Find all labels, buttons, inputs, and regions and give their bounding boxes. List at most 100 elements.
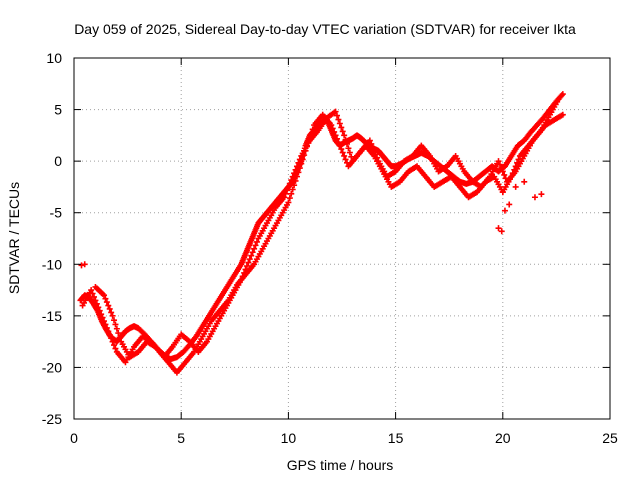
y-tick-label: 0 <box>54 153 62 169</box>
data-point <box>499 189 506 196</box>
data-point <box>333 135 340 142</box>
data-points <box>77 91 566 376</box>
x-tick-label: 15 <box>388 430 404 446</box>
data-point <box>239 273 246 280</box>
data-point <box>559 111 566 118</box>
data-point <box>531 194 538 201</box>
data-point <box>102 295 109 302</box>
data-point <box>245 259 252 266</box>
data-point <box>339 149 346 156</box>
data-point <box>332 108 339 115</box>
data-point <box>281 194 288 201</box>
data-point <box>116 334 123 341</box>
data-point <box>331 128 338 135</box>
data-point <box>514 159 521 166</box>
data-point <box>495 158 502 165</box>
data-point <box>109 312 116 319</box>
data-point <box>288 177 295 184</box>
axis-ticks <box>73 57 611 420</box>
data-point <box>249 249 256 256</box>
data-point <box>108 335 115 342</box>
data-point <box>498 165 505 172</box>
data-point <box>81 261 88 268</box>
y-tick-label: -25 <box>42 411 62 427</box>
data-point <box>499 168 506 175</box>
data-point <box>293 163 300 170</box>
data-point <box>341 152 348 159</box>
data-point <box>336 142 343 149</box>
data-point <box>336 120 343 127</box>
y-tick-label: 10 <box>46 50 62 66</box>
data-point <box>252 242 259 249</box>
data-point <box>251 245 258 252</box>
series-track-b <box>79 111 566 376</box>
data-point <box>246 256 253 263</box>
data-point <box>369 144 376 151</box>
data-point <box>96 307 103 314</box>
data-point <box>342 156 349 163</box>
data-point <box>366 137 373 144</box>
data-point <box>344 140 351 147</box>
data-point <box>248 252 255 259</box>
data-point <box>98 311 105 318</box>
data-point <box>342 136 349 143</box>
data-point <box>495 225 502 232</box>
data-point <box>93 300 100 307</box>
data-point <box>95 304 102 311</box>
data-point <box>253 238 260 245</box>
data-point <box>91 293 98 300</box>
data-point <box>106 305 113 312</box>
data-point <box>296 156 303 163</box>
x-tick-label: 20 <box>495 430 511 446</box>
tick-labels: 0 5 10 15 20 25 -25 -20 -15 -10 -5 0 5 10 <box>42 50 618 446</box>
data-point <box>99 314 106 321</box>
data-point <box>338 124 345 131</box>
data-point <box>559 91 566 98</box>
data-point <box>521 178 528 185</box>
x-tick-label: 25 <box>602 430 618 446</box>
y-tick-label: -10 <box>42 256 62 272</box>
data-point <box>341 132 348 139</box>
data-point <box>112 321 119 328</box>
data-point <box>106 331 113 338</box>
series-track-a <box>77 91 566 363</box>
data-point <box>512 183 519 190</box>
data-point <box>333 112 340 119</box>
x-axis-label: GPS time / hours <box>287 457 394 473</box>
data-point <box>88 287 95 294</box>
data-point <box>292 177 299 184</box>
data-point <box>113 325 120 332</box>
data-point <box>105 302 112 309</box>
data-point <box>291 170 298 177</box>
x-tick-label: 5 <box>177 430 185 446</box>
grid-lines <box>74 58 610 419</box>
data-point <box>501 171 508 178</box>
data-point <box>102 321 109 328</box>
data-point <box>112 345 119 352</box>
data-point <box>78 262 85 269</box>
data-point <box>101 292 108 299</box>
data-point <box>555 96 562 103</box>
data-point <box>295 159 302 166</box>
data-point <box>103 299 110 306</box>
data-point <box>285 183 292 190</box>
data-point <box>374 154 381 161</box>
data-point <box>335 139 342 146</box>
x-tick-label: 0 <box>70 430 78 446</box>
data-point <box>496 161 503 168</box>
data-point <box>328 122 335 129</box>
data-point <box>501 207 508 214</box>
series-outliers <box>78 178 545 269</box>
data-point <box>111 342 118 349</box>
data-point <box>92 297 99 304</box>
data-point <box>338 146 345 153</box>
data-point <box>298 160 305 167</box>
data-point <box>289 186 296 193</box>
data-point <box>498 228 505 235</box>
y-tick-label: -15 <box>42 308 62 324</box>
data-point <box>329 125 336 132</box>
data-point <box>285 199 292 206</box>
data-point <box>368 140 375 147</box>
data-point <box>345 145 352 152</box>
